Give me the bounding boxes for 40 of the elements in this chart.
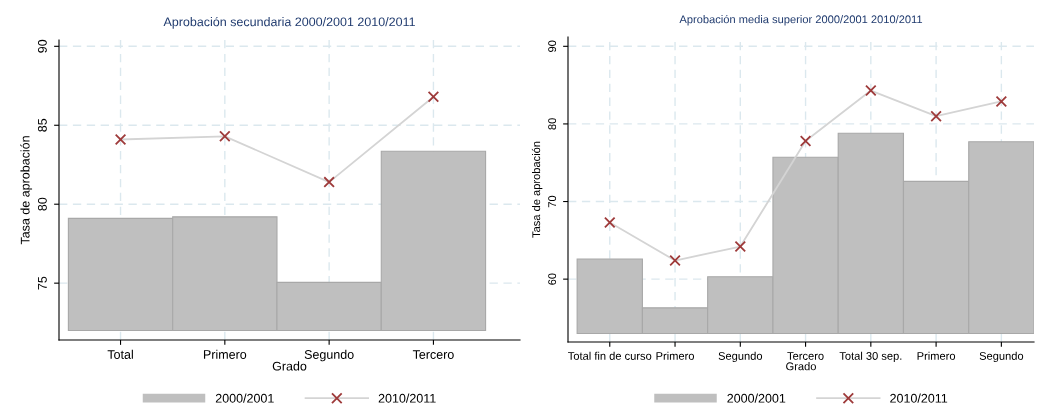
point	[114, 133, 127, 146]
x-tick-label: Total	[107, 349, 133, 359]
legend-label: 2010/2011	[890, 393, 948, 403]
point	[930, 110, 942, 122]
y-tick-label: 90	[548, 40, 557, 52]
point	[865, 84, 877, 97]
point	[669, 254, 681, 267]
x-tick-label: Primero	[917, 351, 956, 360]
point	[995, 95, 1008, 108]
legend-label: 2000/2001	[727, 393, 786, 403]
x-tick-label: Total 30 sep.	[839, 351, 902, 363]
legend-label: 2000/2001	[215, 393, 274, 403]
y-tick-label: 70	[548, 195, 557, 208]
y-tick-label: 75	[38, 276, 47, 290]
y-tick-label: 90	[37, 39, 47, 53]
x-tick-label: Primero	[203, 349, 247, 359]
x-tick-label: Tercero	[412, 350, 454, 359]
y-tick-label: 80	[548, 118, 557, 130]
x-tick-label: Total fin de curso	[568, 351, 652, 360]
point	[799, 135, 812, 147]
y-axis-title: Tasa de aprobación	[531, 141, 543, 238]
point	[604, 216, 616, 229]
y-tick-label: 80	[37, 197, 47, 211]
x-tick-label: Primero	[656, 351, 695, 360]
x-axis-title: Grado	[786, 362, 816, 371]
x-tick-label: Segundo	[718, 351, 763, 363]
y-axis-title: Tasa de aprobación	[20, 136, 33, 245]
chart-title: Aprobación media superior 2000/2001 2010/2011	[679, 14, 923, 26]
chart-title: Aprobación secundaria 2000/2001 2010/2011	[163, 16, 415, 29]
x-tick-label: Segundo	[979, 351, 1024, 363]
point	[427, 91, 440, 103]
point	[323, 176, 335, 188]
x-tick-label: Segundo	[304, 349, 354, 362]
y-tick-label: 60	[548, 273, 557, 285]
y-tick-label: 85	[37, 118, 47, 132]
x-axis-title: Grado	[272, 361, 307, 371]
point	[734, 240, 747, 253]
x-tick-label: Tercero	[787, 352, 824, 360]
legend-label: 2010/2011	[378, 393, 436, 403]
point	[219, 130, 231, 143]
